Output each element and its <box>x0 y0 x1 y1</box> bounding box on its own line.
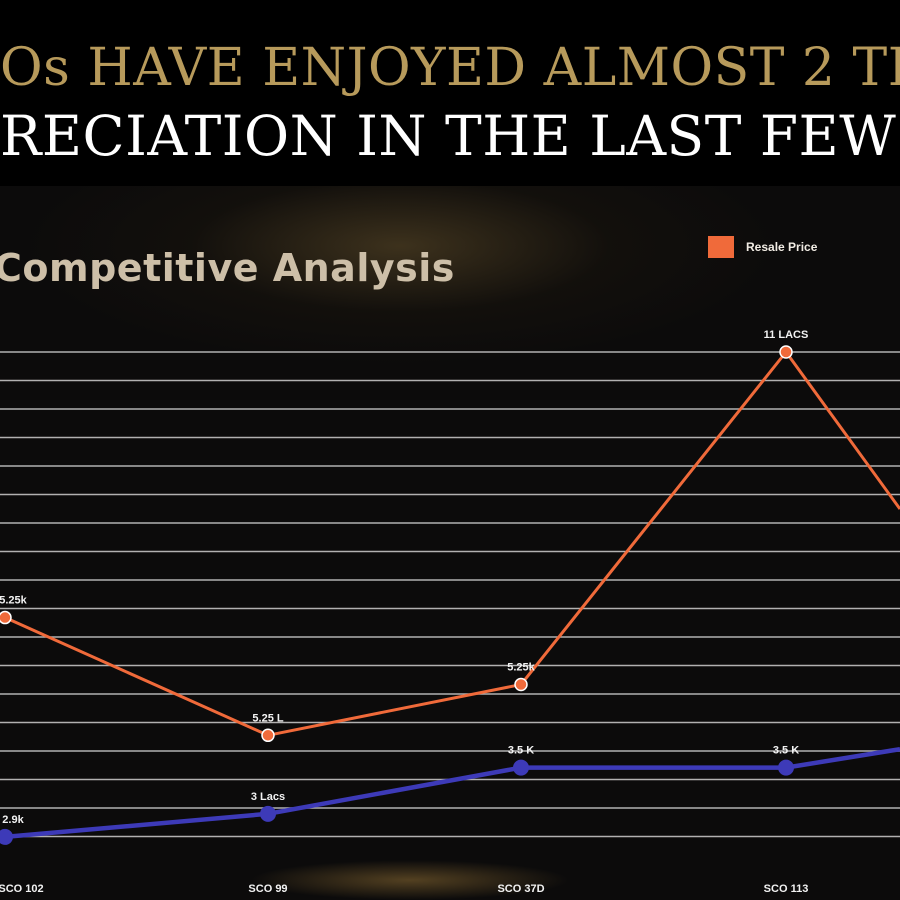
data-label: 5.25k <box>0 595 28 607</box>
data-point <box>261 728 275 743</box>
data-point <box>779 345 793 359</box>
chart-legend: Resale Price <box>708 236 817 258</box>
data-point <box>0 610 12 625</box>
data-point <box>514 677 528 692</box>
data-label: 5.25k <box>507 662 535 674</box>
data-point <box>0 828 13 845</box>
chart-panel <box>0 186 900 900</box>
data-point <box>513 759 529 776</box>
x-tick-label: SCO 102 <box>0 883 44 895</box>
headline-line-1: Os HAVE ENJOYED ALMOST 2 TIM <box>0 38 900 98</box>
data-label: 11 LACS <box>764 329 809 341</box>
legend-swatch-resale-price <box>708 236 734 258</box>
chart-glow-decoration <box>250 860 570 900</box>
x-tick-label: SCO 113 <box>764 883 809 895</box>
headline-line-2: RECIATION IN THE LAST FEW YEA <box>0 104 900 168</box>
data-label: 3 Lacs <box>251 791 285 803</box>
data-label: 5.25 L <box>252 712 283 724</box>
data-label: 3.5 K <box>773 745 799 757</box>
data-label: 3.5 K <box>508 745 534 757</box>
data-point <box>778 759 794 776</box>
data-label: 2.9k <box>2 814 24 826</box>
legend-label-resale-price: Resale Price <box>746 240 818 254</box>
x-tick-label: SCO 99 <box>248 883 287 895</box>
series-line-secondary <box>4 746 900 840</box>
chart-title: Competitive Analysis <box>0 246 455 290</box>
data-point <box>260 805 276 822</box>
x-tick-label: SCO 37D <box>497 883 544 895</box>
